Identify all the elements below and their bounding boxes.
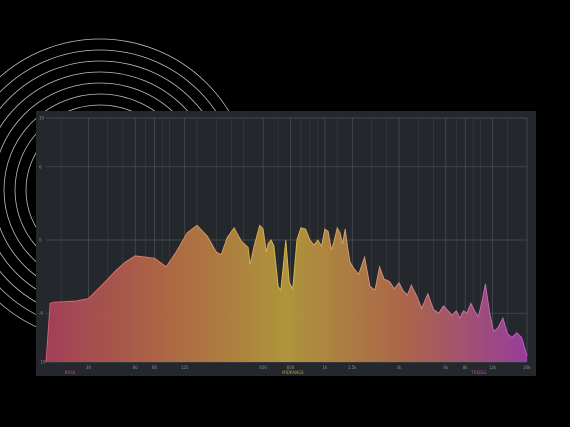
band-label: MIDRANGE — [282, 370, 304, 375]
x-tick-label: 600 — [287, 365, 295, 370]
y-tick-label: -10 — [39, 360, 46, 365]
x-tick-label: 6k — [443, 365, 449, 370]
spectrum-outline — [45, 224, 528, 363]
x-tick-label: 80 — [152, 365, 158, 370]
band-label: TREBLE — [470, 370, 487, 375]
x-tick-label: 125 — [181, 365, 189, 370]
y-tick-label: -6 — [39, 311, 43, 316]
x-tick-label: 3k — [397, 365, 403, 370]
x-tick-label: 60 — [133, 365, 139, 370]
x-tick-label: 20k — [523, 365, 531, 370]
x-tick-label: 1.5k — [348, 365, 357, 370]
band-label: BASS — [65, 370, 76, 375]
y-tick-label: 6 — [39, 164, 42, 169]
y-tick-label: 0 — [39, 238, 42, 243]
x-tick-label: 12k — [489, 365, 497, 370]
x-tick-label: 1k — [322, 365, 328, 370]
band-labels: BASS MIDRANGE TREBLE — [65, 370, 487, 375]
plot-area — [45, 224, 528, 363]
x-tick-label: 400 — [259, 365, 267, 370]
x-tick-label: 30 — [86, 365, 92, 370]
x-tick-label: 8k — [463, 365, 469, 370]
y-tick-label: 10 — [39, 116, 45, 121]
spectrum-area — [46, 225, 527, 362]
tick-labels: 30 60 80 125 400 600 1k 1.5k 3k 6k 8k 12k 20k1060-6-… — [39, 116, 531, 371]
